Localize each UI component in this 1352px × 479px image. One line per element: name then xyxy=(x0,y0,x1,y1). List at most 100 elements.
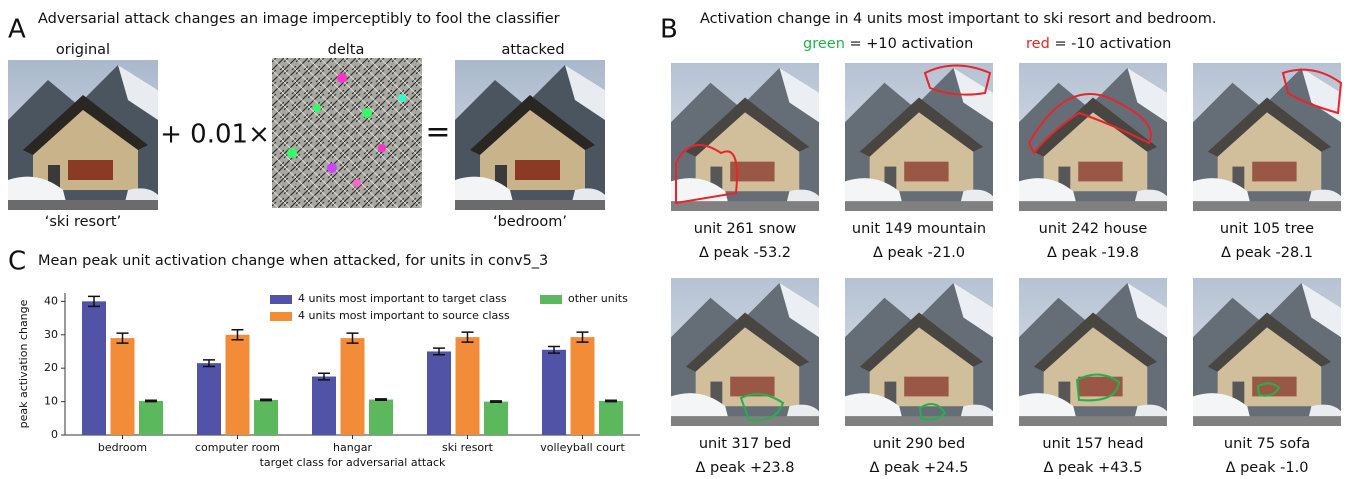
image-label: delta xyxy=(328,42,365,58)
original-image xyxy=(8,60,158,210)
bar xyxy=(139,400,163,435)
error-bar xyxy=(318,372,330,381)
class-label: ‘bedroom’ xyxy=(493,214,567,230)
y-tick-label: 30 xyxy=(44,328,58,341)
bar xyxy=(427,351,451,435)
unit-image xyxy=(845,63,993,211)
bar xyxy=(110,338,135,435)
x-tick-label: volleyball court xyxy=(540,441,625,454)
error-bar xyxy=(346,332,359,344)
unit-image xyxy=(845,278,993,426)
error-bar xyxy=(203,359,215,368)
activation-contour xyxy=(675,144,738,205)
legend-swatch xyxy=(270,312,292,321)
x-tick-label: bedroom xyxy=(98,441,147,454)
activation-contour xyxy=(923,64,992,96)
bar xyxy=(225,334,250,435)
legend-label: 4 units most important to target class xyxy=(298,292,507,305)
error-bar xyxy=(116,332,129,344)
panel-letter: A xyxy=(8,15,26,45)
unit-name: unit 105 tree xyxy=(1220,221,1314,237)
image-label: attacked xyxy=(501,42,564,58)
legend-swatch xyxy=(540,295,562,304)
y-axis-label: peak activation change xyxy=(17,299,30,428)
panel-title: Activation change in 4 units most import… xyxy=(700,11,1217,27)
activation-contour xyxy=(1075,373,1121,402)
unit-image xyxy=(671,63,819,211)
y-tick-label: 0 xyxy=(51,428,58,441)
legend-text: = +10 activation xyxy=(850,36,974,52)
bar xyxy=(340,338,365,435)
panel-letter: C xyxy=(8,247,26,277)
unit-image xyxy=(1193,278,1341,426)
unit-grid: green = +10 activation red = -10 activati… xyxy=(671,36,1343,476)
unit-name: unit 149 mountain xyxy=(852,221,986,237)
chart: 0 10 20 30 40 peak activation change target cl… xyxy=(17,292,640,469)
x-tick-label: ski resort xyxy=(442,441,494,454)
error-bar xyxy=(145,399,157,403)
unit-change: Δ peak -1.0 xyxy=(1226,460,1309,476)
error-bar xyxy=(433,347,445,356)
activation-contour xyxy=(1027,93,1152,155)
unit-change: Δ peak -21.0 xyxy=(873,245,965,261)
y-tick-label: 40 xyxy=(44,294,58,307)
bar xyxy=(484,401,508,435)
legend-swatch xyxy=(270,295,292,304)
unit-name: unit 290 bed xyxy=(873,436,965,452)
error-bar xyxy=(260,398,272,402)
bar xyxy=(369,399,393,435)
color-legend: green = +10 activation xyxy=(803,36,973,52)
unit-image xyxy=(671,278,819,426)
chart-title: Mean peak unit activation change when at… xyxy=(38,253,548,269)
unit-name: unit 75 sofa xyxy=(1224,436,1310,452)
error-bar xyxy=(461,331,474,343)
color-legend: red = -10 activation xyxy=(1026,36,1171,52)
activation-contour xyxy=(918,403,947,421)
unit-image xyxy=(1193,63,1341,211)
panel-title: Adversarial attack changes an image impe… xyxy=(38,11,560,27)
activation-contour xyxy=(1281,68,1343,115)
bar xyxy=(570,337,595,435)
bar xyxy=(82,301,106,435)
unit-image xyxy=(1019,278,1167,426)
bar xyxy=(455,337,480,435)
legend-word: green xyxy=(803,36,845,52)
legend-label: 4 units most important to source class xyxy=(298,309,510,322)
delta-image xyxy=(272,58,422,208)
legend-text: = -10 activation xyxy=(1054,36,1171,52)
error-bar xyxy=(576,331,589,343)
error-bar xyxy=(490,400,502,404)
unit-image xyxy=(1019,63,1167,211)
unit-change: Δ peak -53.2 xyxy=(699,245,791,261)
unit-name: unit 242 house xyxy=(1039,221,1148,237)
bar xyxy=(312,376,336,435)
y-tick-label: 10 xyxy=(44,395,58,408)
x-axis-label: target class for adversarial attack xyxy=(260,456,446,469)
operator: + 0.01× xyxy=(160,120,270,150)
unit-name: unit 261 snow xyxy=(694,221,797,237)
bar xyxy=(599,400,623,435)
error-bar xyxy=(375,398,387,402)
unit-change: Δ peak +43.5 xyxy=(1044,460,1143,476)
error-bar xyxy=(231,329,244,341)
bar xyxy=(542,349,566,435)
error-bar xyxy=(605,399,617,403)
equals: = xyxy=(425,115,450,150)
attacked-image xyxy=(455,60,605,210)
class-label: ‘ski resort’ xyxy=(45,214,121,230)
unit-name: unit 157 head xyxy=(1042,436,1143,452)
panel-letter: B xyxy=(660,15,678,45)
x-tick-label: hangar xyxy=(333,441,372,454)
unit-change: Δ peak +23.8 xyxy=(696,460,795,476)
y-tick-label: 20 xyxy=(44,361,58,374)
bar xyxy=(197,363,221,435)
error-bar xyxy=(548,345,560,354)
unit-name: unit 317 bed xyxy=(699,436,791,452)
legend-word: red xyxy=(1026,36,1050,52)
unit-change: Δ peak -28.1 xyxy=(1221,245,1313,261)
unit-change: Δ peak +24.5 xyxy=(870,460,969,476)
error-bar xyxy=(88,295,100,308)
legend-label: other units xyxy=(568,292,628,305)
bar xyxy=(254,399,278,435)
